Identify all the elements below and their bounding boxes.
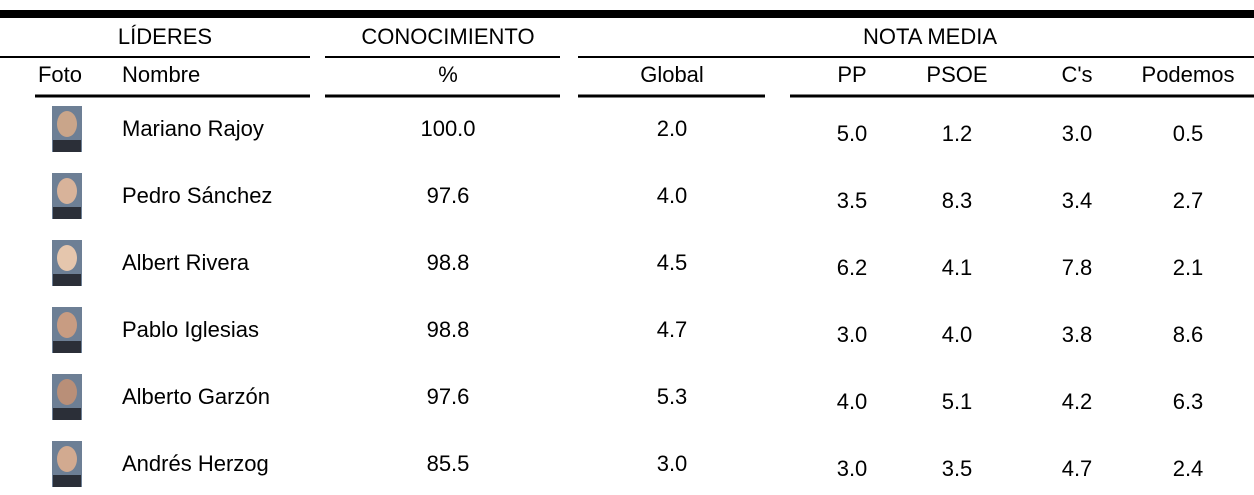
cell-value: 6.3 [1173, 389, 1204, 414]
photo-body [53, 408, 81, 420]
cell-value: 97.6 [427, 384, 470, 409]
cell-value: 4.0 [657, 183, 688, 208]
cell-value: 3.0 [1062, 121, 1093, 146]
cell-value: 3.0 [837, 322, 868, 347]
cell-value: 85.5 [427, 451, 470, 476]
photo-body [53, 475, 81, 487]
cell-value: 5.0 [837, 121, 868, 146]
photo-face [57, 178, 77, 204]
cell-value: 3.5 [942, 456, 973, 481]
cell-value: 8.6 [1173, 322, 1204, 347]
column-header: Podemos [1142, 62, 1235, 87]
photo-face [57, 446, 77, 472]
cell-value: 3.5 [837, 188, 868, 213]
cell-value: 7.8 [1062, 255, 1093, 280]
column-header: Global [640, 62, 704, 87]
cell-value: 3.0 [837, 456, 868, 481]
cell-value: 98.8 [427, 250, 470, 275]
column-header: Nombre [122, 62, 200, 87]
top-rule [0, 10, 1254, 18]
photo-body [53, 140, 81, 152]
cell-value: 100.0 [420, 116, 475, 141]
photo-body [53, 341, 81, 353]
photo-face [57, 379, 77, 405]
cell-value: 3.8 [1062, 322, 1093, 347]
column-header: % [438, 62, 458, 87]
cell-value: 0.5 [1173, 121, 1204, 146]
cell-value: 5.3 [657, 384, 688, 409]
photo-face [57, 245, 77, 271]
cell-value: 4.1 [942, 255, 973, 280]
photo-body [53, 207, 81, 219]
cell-value: 4.2 [1062, 389, 1093, 414]
cell-value: 4.0 [942, 322, 973, 347]
leader-name: Pablo Iglesias [122, 317, 259, 342]
group-header: CONOCIMIENTO [361, 24, 534, 49]
cell-value: 6.2 [837, 255, 868, 280]
leader-name: Pedro Sánchez [122, 183, 272, 208]
leader-name: Andrés Herzog [122, 451, 269, 476]
group-header: LÍDERES [118, 24, 212, 49]
cell-value: 8.3 [942, 188, 973, 213]
column-header: Foto [38, 62, 82, 87]
leader-name: Mariano Rajoy [122, 116, 264, 141]
cell-value: 2.7 [1173, 188, 1204, 213]
cell-value: 3.4 [1062, 188, 1093, 213]
cell-value: 4.0 [837, 389, 868, 414]
cell-value: 4.5 [657, 250, 688, 275]
group-header: NOTA MEDIA [863, 24, 997, 49]
column-header: PSOE [926, 62, 987, 87]
cell-value: 1.2 [942, 121, 973, 146]
cell-value: 4.7 [1062, 456, 1093, 481]
cell-value: 2.4 [1173, 456, 1204, 481]
cell-value: 3.0 [657, 451, 688, 476]
leader-name: Alberto Garzón [122, 384, 270, 409]
leader-name: Albert Rivera [122, 250, 250, 275]
column-header: C's [1061, 62, 1092, 87]
cell-value: 4.7 [657, 317, 688, 342]
cell-value: 2.1 [1173, 255, 1204, 280]
cell-value: 98.8 [427, 317, 470, 342]
photo-face [57, 111, 77, 137]
cell-value: 97.6 [427, 183, 470, 208]
photo-body [53, 274, 81, 286]
cell-value: 2.0 [657, 116, 688, 141]
photo-face [57, 312, 77, 338]
cell-value: 5.1 [942, 389, 973, 414]
column-header: PP [837, 62, 866, 87]
